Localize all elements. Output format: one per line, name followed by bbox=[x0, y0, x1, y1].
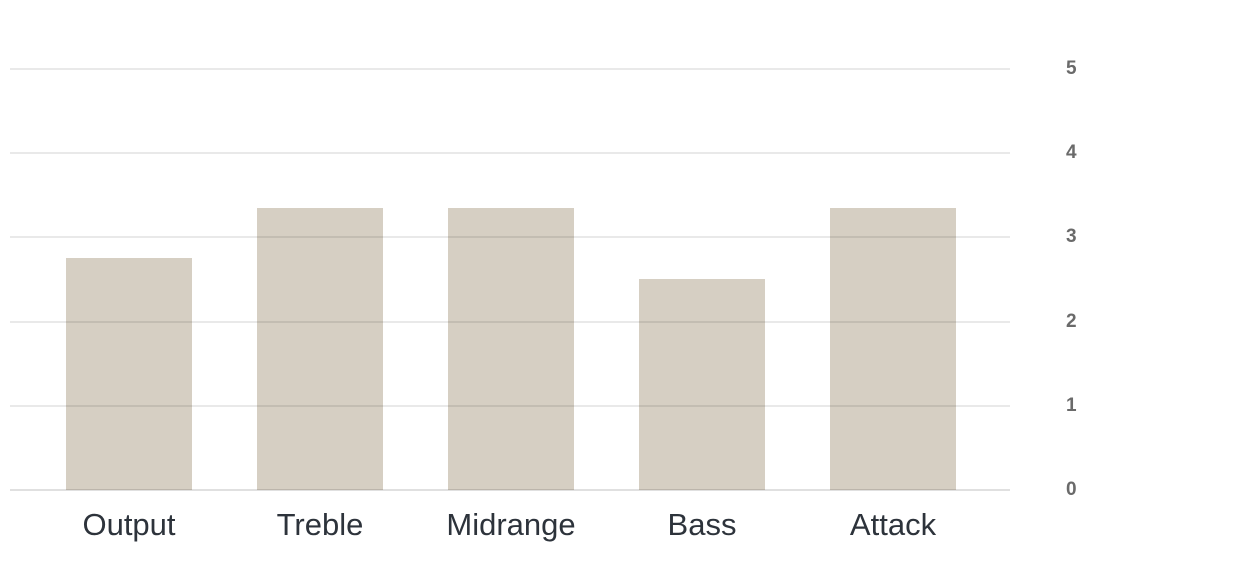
gridline-y2 bbox=[10, 321, 1010, 323]
x-category-label-output: Output bbox=[82, 507, 176, 542]
y-tick-label-2: 2 bbox=[1066, 310, 1077, 332]
y-tick-label-0: 0 bbox=[1066, 479, 1077, 500]
gridline-y3 bbox=[10, 236, 1010, 238]
y-tick-label-3: 3 bbox=[1066, 226, 1077, 248]
gridline-y1 bbox=[10, 405, 1010, 407]
bar-output bbox=[66, 258, 192, 490]
gridline-y5 bbox=[10, 68, 1010, 70]
x-category-label-bass: Bass bbox=[667, 507, 737, 542]
y-tick-label-4: 4 bbox=[1066, 142, 1077, 164]
x-category-label-attack: Attack bbox=[849, 507, 937, 542]
bar-midrange bbox=[448, 208, 574, 490]
y-tick-label-5: 5 bbox=[1066, 58, 1077, 79]
gridline-y4 bbox=[10, 152, 1010, 154]
x-axis-baseline bbox=[10, 489, 1010, 491]
x-category-label-midrange: Midrange bbox=[446, 507, 576, 542]
bar-attack bbox=[830, 208, 956, 490]
x-category-label-treble: Treble bbox=[276, 507, 364, 542]
bar-treble bbox=[257, 208, 383, 490]
y-tick-label-1: 1 bbox=[1066, 394, 1077, 416]
plot-area bbox=[10, 68, 1010, 491]
bar-bass bbox=[639, 279, 765, 490]
